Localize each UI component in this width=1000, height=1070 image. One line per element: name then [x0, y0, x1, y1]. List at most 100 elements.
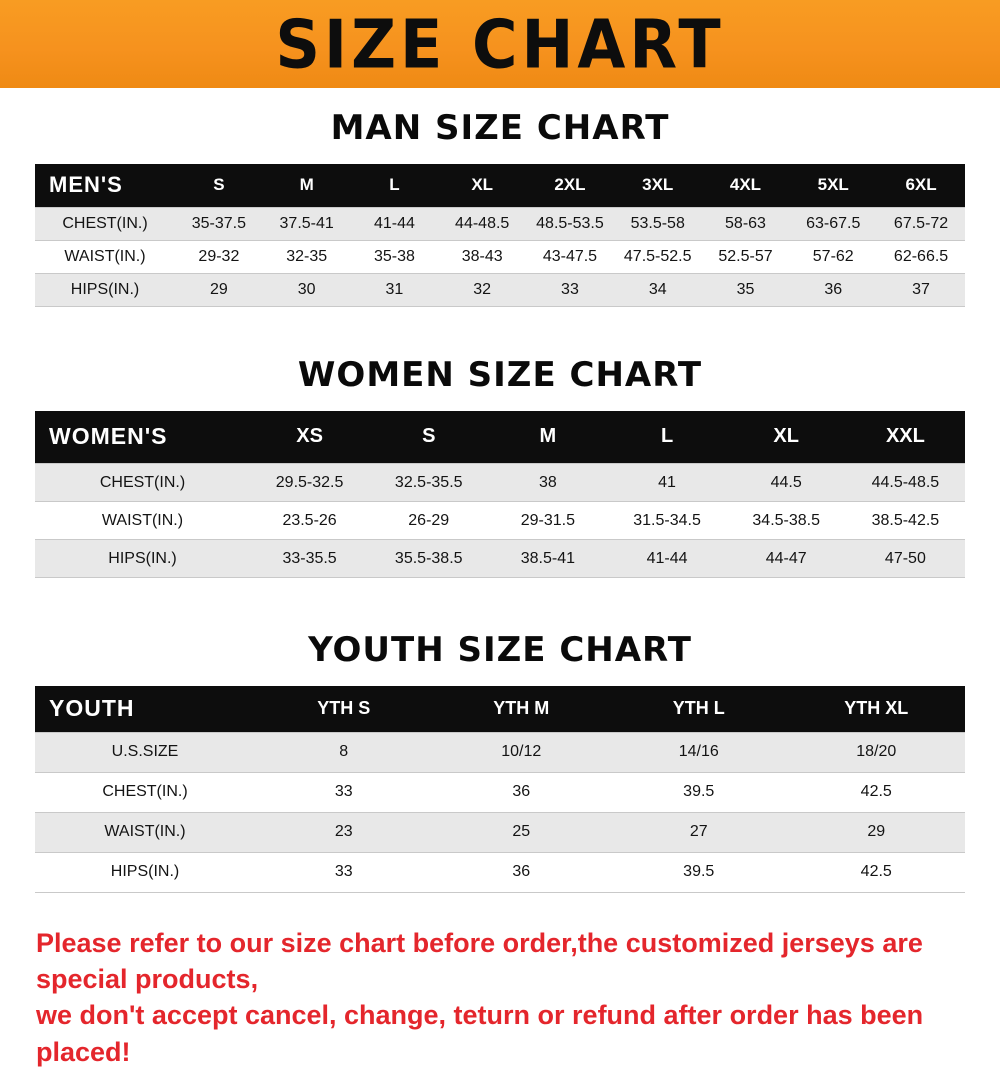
- table-cell: 39.5: [610, 772, 788, 812]
- table-cell: 32: [438, 273, 526, 306]
- table-cell: 38.5-42.5: [846, 502, 965, 540]
- table-cell: 44-48.5: [438, 207, 526, 240]
- column-header: XXL: [846, 411, 965, 464]
- row-label: WAIST(IN.): [35, 812, 255, 852]
- footer-note-line: we don't accept cancel, change, teturn o…: [36, 997, 1000, 1070]
- table-cell: 34: [614, 273, 702, 306]
- table-cell: 42.5: [788, 772, 966, 812]
- table-cell: 23.5-26: [250, 502, 369, 540]
- table-cell: 35-38: [351, 240, 439, 273]
- table-header-label: MEN'S: [35, 164, 175, 207]
- table-cell: 42.5: [788, 852, 966, 892]
- table-cell: 57-62: [789, 240, 877, 273]
- size-chart-banner: SIZE CHART: [0, 0, 1000, 88]
- table-cell: 35-37.5: [175, 207, 263, 240]
- footer-note-line: Please refer to our size chart before or…: [36, 925, 1000, 998]
- table-cell: 52.5-57: [702, 240, 790, 273]
- table-cell: 67.5-72: [877, 207, 965, 240]
- table-cell: 33: [255, 772, 433, 812]
- column-header: YTH M: [433, 686, 611, 732]
- column-header: XL: [438, 164, 526, 207]
- table-cell: 38-43: [438, 240, 526, 273]
- table-cell: 34.5-38.5: [727, 502, 846, 540]
- table-cell: 18/20: [788, 732, 966, 772]
- column-header: YTH S: [255, 686, 433, 732]
- table-cell: 41: [607, 464, 726, 502]
- table-cell: 33-35.5: [250, 540, 369, 578]
- table-cell: 26-29: [369, 502, 488, 540]
- table-cell: 10/12: [433, 732, 611, 772]
- table-cell: 43-47.5: [526, 240, 614, 273]
- table-cell: 32.5-35.5: [369, 464, 488, 502]
- table-cell: 35.5-38.5: [369, 540, 488, 578]
- table-cell: 62-66.5: [877, 240, 965, 273]
- table-cell: 47-50: [846, 540, 965, 578]
- row-label: WAIST(IN.): [35, 502, 250, 540]
- column-header: 4XL: [702, 164, 790, 207]
- table-cell: 31: [351, 273, 439, 306]
- table-cell: 44.5-48.5: [846, 464, 965, 502]
- column-header: L: [607, 411, 726, 464]
- table-cell: 37.5-41: [263, 207, 351, 240]
- column-header: 6XL: [877, 164, 965, 207]
- table-cell: 37: [877, 273, 965, 306]
- column-header: S: [175, 164, 263, 207]
- table-cell: 14/16: [610, 732, 788, 772]
- footer-note: Please refer to our size chart before or…: [36, 925, 1000, 1070]
- table-cell: 25: [433, 812, 611, 852]
- row-label: CHEST(IN.): [35, 464, 250, 502]
- table-cell: 38: [488, 464, 607, 502]
- table-cell: 35: [702, 273, 790, 306]
- table-cell: 23: [255, 812, 433, 852]
- column-header: 5XL: [789, 164, 877, 207]
- table-cell: 48.5-53.5: [526, 207, 614, 240]
- table-cell: 44.5: [727, 464, 846, 502]
- row-label: HIPS(IN.): [35, 273, 175, 306]
- row-label: WAIST(IN.): [35, 240, 175, 273]
- table-cell: 47.5-52.5: [614, 240, 702, 273]
- column-header: XS: [250, 411, 369, 464]
- row-label: HIPS(IN.): [35, 540, 250, 578]
- table-cell: 63-67.5: [789, 207, 877, 240]
- table-cell: 29.5-32.5: [250, 464, 369, 502]
- table-cell: 53.5-58: [614, 207, 702, 240]
- table-cell: 36: [433, 852, 611, 892]
- table-cell: 33: [255, 852, 433, 892]
- table-cell: 58-63: [702, 207, 790, 240]
- table-cell: 36: [789, 273, 877, 306]
- table-cell: 41-44: [607, 540, 726, 578]
- row-label: CHEST(IN.): [35, 207, 175, 240]
- table-cell: 29-31.5: [488, 502, 607, 540]
- table-cell: 27: [610, 812, 788, 852]
- table-cell: 29: [788, 812, 966, 852]
- table-cell: 29: [175, 273, 263, 306]
- banner-title: SIZE CHART: [275, 5, 724, 84]
- table-header-label: WOMEN'S: [35, 411, 250, 464]
- column-header: M: [488, 411, 607, 464]
- table-cell: 33: [526, 273, 614, 306]
- column-header: 2XL: [526, 164, 614, 207]
- table-cell: 39.5: [610, 852, 788, 892]
- table-cell: 29-32: [175, 240, 263, 273]
- table-cell: 30: [263, 273, 351, 306]
- table-cell: 36: [433, 772, 611, 812]
- man-section-heading: MAN SIZE CHART: [0, 108, 1000, 148]
- table-cell: 44-47: [727, 540, 846, 578]
- table-header-label: YOUTH: [35, 686, 255, 732]
- women-section-heading: WOMEN SIZE CHART: [0, 355, 1000, 395]
- column-header: L: [351, 164, 439, 207]
